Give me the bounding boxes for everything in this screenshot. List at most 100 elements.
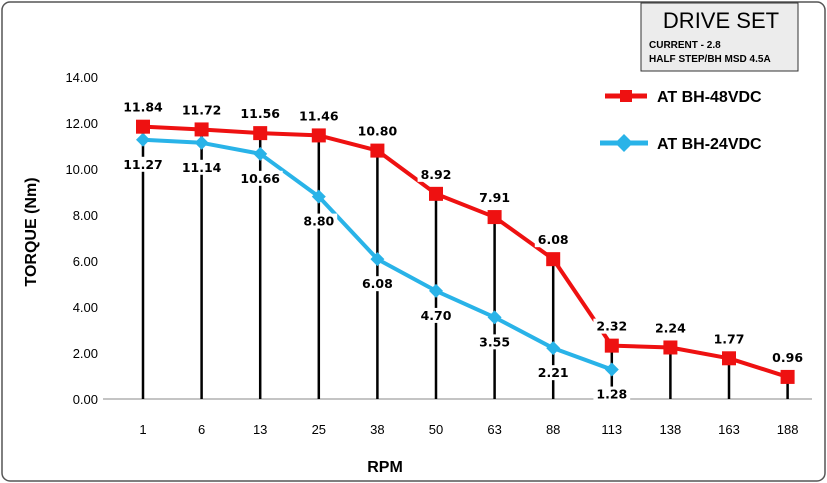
- data-label-48vdc-bg: [120, 99, 166, 115]
- series-marker-24vdc: [136, 132, 150, 147]
- drive-set-current: CURRENT - 2.8: [649, 40, 721, 51]
- series-marker-48vdc: [604, 338, 619, 353]
- data-label-48vdc: 11.84: [123, 100, 163, 115]
- series-marker-48vdc: [663, 340, 678, 355]
- series-marker-24vdc: [311, 189, 326, 204]
- x-tick-label: 138: [660, 422, 682, 437]
- data-label-24vdc: 8.80: [303, 214, 334, 229]
- x-tick-label: 163: [718, 422, 740, 437]
- series-marker-48vdc: [194, 122, 209, 137]
- series-marker-24vdc: [370, 252, 385, 267]
- y-tick-label: 6.00: [73, 254, 98, 269]
- data-label-24vdc-bg: [534, 365, 572, 381]
- legend-marker-48vdc: [620, 90, 632, 102]
- data-label-48vdc-bg: [534, 232, 572, 248]
- y-tick-label: 10.00: [65, 162, 98, 177]
- y-axis-title: TORQUE (Nm): [23, 177, 40, 286]
- series-marker-24vdc: [604, 362, 619, 377]
- data-label-48vdc-bg: [652, 320, 689, 336]
- data-label-24vdc-bg: [476, 334, 513, 350]
- data-label-24vdc-bg: [417, 307, 455, 323]
- legend-label-48vdc: AT BH-48VDC: [657, 89, 762, 106]
- series-line-0: [142, 124, 789, 379]
- series-marker-48vdc: [429, 186, 443, 201]
- data-label-48vdc-bg: [354, 123, 400, 139]
- data-label-24vdc: 11.27: [123, 157, 163, 172]
- data-label-24vdc-bg: [359, 276, 396, 292]
- data-label-48vdc: 2.24: [655, 320, 686, 335]
- series-marker-48vdc: [370, 143, 385, 158]
- drive-set-mode: HALF STEP/BH MSD 4.5A: [649, 54, 771, 65]
- data-label-24vdc-bg: [179, 159, 225, 175]
- data-label-48vdc: 8.92: [421, 167, 452, 182]
- data-label-48vdc: 7.91: [479, 190, 510, 205]
- data-label-24vdc-bg: [593, 386, 631, 402]
- series-marker-24vdc: [546, 341, 561, 356]
- series-marker-48vdc: [487, 210, 502, 225]
- data-label-24vdc: 2.21: [538, 365, 569, 380]
- x-tick-label: 38: [370, 422, 384, 437]
- x-tick-label: 25: [312, 422, 326, 437]
- legend-item-24vdc: AT BH-24VDC: [600, 134, 762, 153]
- data-label-24vdc-bg: [237, 170, 283, 186]
- data-label-48vdc: 11.56: [240, 106, 280, 121]
- x-tick-label: 88: [546, 422, 560, 437]
- data-label-48vdc-bg: [476, 190, 513, 206]
- series-marker-48vdc: [253, 126, 268, 141]
- data-label-48vdc-bg: [179, 102, 225, 118]
- x-tick-label: 1: [139, 422, 146, 437]
- data-label-48vdc: 11.46: [299, 108, 339, 123]
- legend: AT BH-48VDC AT BH-24VDC: [600, 89, 762, 153]
- series-marker-48vdc: [136, 119, 150, 134]
- x-tick-label: 6: [198, 422, 205, 437]
- data-label-48vdc-bg: [296, 108, 342, 124]
- drive-set-title: DRIVE SET: [663, 8, 779, 33]
- data-label-24vdc: 6.08: [362, 276, 393, 291]
- plot-area: 0.00 2.00 4.00 6.00 8.00 10.00 12.00 14.00 1 6 13 2…: [65, 70, 812, 437]
- data-label-24vdc: 1.28: [596, 387, 627, 402]
- series-marker-48vdc: [780, 369, 795, 384]
- legend-item-48vdc: AT BH-48VDC: [605, 89, 762, 106]
- data-label-48vdc: 2.32: [596, 319, 627, 334]
- data-label-24vdc-bg: [300, 213, 338, 229]
- data-label-48vdc: 1.77: [714, 331, 745, 346]
- x-tick-label: 63: [487, 422, 501, 437]
- data-label-48vdc-bg: [593, 318, 631, 334]
- data-label-24vdc: 4.70: [421, 308, 452, 323]
- y-tick-label: 4.00: [73, 300, 98, 315]
- series-marker-48vdc: [546, 252, 561, 267]
- y-tick-label: 0.00: [73, 392, 98, 407]
- x-axis-title: RPM: [367, 459, 403, 476]
- series-marker-24vdc: [429, 283, 443, 298]
- x-tick-label: 188: [777, 422, 799, 437]
- x-tick-label: 113: [601, 422, 622, 437]
- x-tick-label: 13: [253, 422, 267, 437]
- data-label-48vdc-bg: [237, 106, 283, 122]
- data-label-24vdc: 10.66: [240, 171, 280, 186]
- series-marker-48vdc: [722, 351, 736, 366]
- y-tick-label: 8.00: [73, 208, 98, 223]
- y-tick-label: 14.00: [65, 70, 98, 85]
- series-marker-24vdc: [194, 135, 209, 150]
- data-label-24vdc: 3.55: [479, 334, 510, 349]
- data-label-48vdc: 11.72: [182, 102, 222, 117]
- data-label-48vdc: 10.80: [358, 124, 398, 139]
- data-label-48vdc-bg: [710, 331, 748, 347]
- drive-set-box: DRIVE SET CURRENT - 2.8 HALF STEP/BH MSD…: [640, 2, 799, 72]
- data-label-24vdc: 11.14: [182, 160, 222, 175]
- data-label-48vdc: 6.08: [538, 232, 569, 247]
- x-tick-label: 50: [429, 422, 443, 437]
- data-label-48vdc: 0.96: [772, 350, 803, 365]
- data-label-48vdc-bg: [769, 349, 806, 365]
- y-tick-label: 12.00: [65, 116, 98, 131]
- series-marker-24vdc: [253, 146, 268, 161]
- series-marker-48vdc: [311, 128, 326, 143]
- data-label-24vdc-bg: [120, 156, 166, 172]
- drive-set-box-bg: [640, 2, 799, 72]
- y-tick-label: 2.00: [73, 346, 98, 361]
- legend-label-24vdc: AT BH-24VDC: [657, 136, 762, 153]
- series-marker-24vdc: [487, 310, 502, 325]
- data-label-48vdc-bg: [417, 166, 455, 182]
